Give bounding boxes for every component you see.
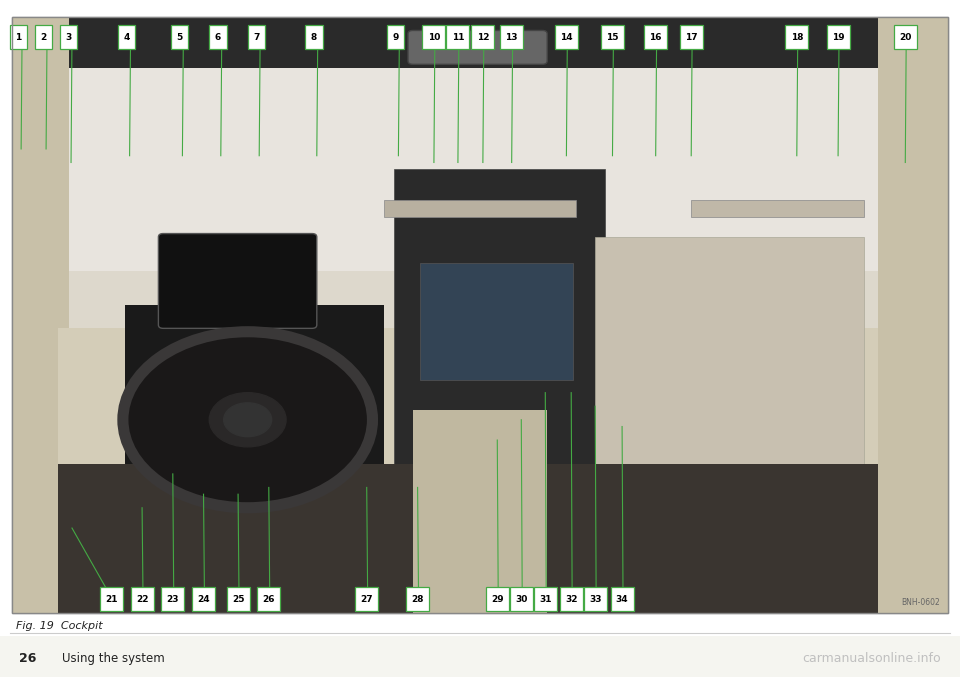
FancyBboxPatch shape (560, 587, 583, 611)
FancyBboxPatch shape (10, 25, 27, 49)
FancyBboxPatch shape (58, 328, 878, 613)
FancyBboxPatch shape (171, 25, 188, 49)
Text: 19: 19 (831, 32, 845, 42)
Text: 7: 7 (253, 32, 259, 42)
Text: 31: 31 (539, 594, 552, 604)
FancyBboxPatch shape (387, 25, 404, 49)
Text: 30: 30 (516, 594, 527, 604)
FancyBboxPatch shape (406, 587, 429, 611)
FancyBboxPatch shape (611, 587, 634, 611)
FancyBboxPatch shape (500, 25, 523, 49)
FancyBboxPatch shape (0, 0, 960, 636)
Text: 3: 3 (65, 32, 71, 42)
FancyBboxPatch shape (158, 234, 317, 328)
Text: 32: 32 (564, 594, 578, 604)
Text: carmanualsonline.info: carmanualsonline.info (803, 651, 941, 665)
FancyBboxPatch shape (12, 17, 948, 613)
FancyBboxPatch shape (471, 25, 494, 49)
Text: 24: 24 (197, 594, 210, 604)
Text: 4: 4 (124, 32, 130, 42)
FancyBboxPatch shape (446, 25, 469, 49)
FancyBboxPatch shape (894, 25, 917, 49)
Text: 23: 23 (166, 594, 180, 604)
Circle shape (209, 393, 286, 447)
FancyBboxPatch shape (644, 25, 667, 49)
FancyBboxPatch shape (413, 410, 547, 613)
FancyBboxPatch shape (305, 25, 323, 49)
Text: 6: 6 (215, 32, 221, 42)
FancyBboxPatch shape (58, 464, 878, 613)
FancyBboxPatch shape (555, 25, 578, 49)
FancyBboxPatch shape (422, 25, 445, 49)
FancyBboxPatch shape (584, 587, 607, 611)
Text: 18: 18 (790, 32, 804, 42)
Text: 14: 14 (560, 32, 573, 42)
Text: 25: 25 (231, 594, 245, 604)
FancyBboxPatch shape (12, 17, 948, 68)
Text: 34: 34 (615, 594, 629, 604)
FancyBboxPatch shape (12, 17, 948, 271)
FancyBboxPatch shape (209, 25, 227, 49)
Text: 21: 21 (105, 594, 118, 604)
Text: Fig. 19  Cockpit: Fig. 19 Cockpit (16, 621, 103, 631)
FancyBboxPatch shape (60, 25, 77, 49)
FancyBboxPatch shape (408, 30, 547, 64)
FancyBboxPatch shape (227, 587, 250, 611)
Text: 8: 8 (311, 32, 317, 42)
FancyBboxPatch shape (384, 200, 576, 217)
FancyBboxPatch shape (394, 169, 605, 474)
Text: 33: 33 (588, 594, 602, 604)
Text: 5: 5 (177, 32, 182, 42)
FancyBboxPatch shape (827, 25, 850, 49)
Text: 15: 15 (606, 32, 619, 42)
FancyBboxPatch shape (100, 587, 123, 611)
Text: 16: 16 (649, 32, 662, 42)
FancyBboxPatch shape (785, 25, 808, 49)
Text: 28: 28 (411, 594, 424, 604)
FancyBboxPatch shape (248, 25, 265, 49)
FancyBboxPatch shape (192, 587, 215, 611)
Text: BNH-0602: BNH-0602 (901, 598, 940, 607)
FancyBboxPatch shape (355, 587, 378, 611)
Text: 26: 26 (19, 651, 36, 665)
FancyBboxPatch shape (257, 587, 280, 611)
FancyBboxPatch shape (161, 587, 184, 611)
Circle shape (123, 332, 372, 508)
FancyBboxPatch shape (35, 25, 52, 49)
Text: 27: 27 (360, 594, 373, 604)
Circle shape (224, 403, 272, 437)
FancyBboxPatch shape (510, 587, 533, 611)
Text: 20: 20 (900, 32, 911, 42)
Polygon shape (125, 305, 384, 613)
FancyBboxPatch shape (601, 25, 624, 49)
Text: 9: 9 (393, 32, 398, 42)
Text: 13: 13 (505, 32, 518, 42)
FancyBboxPatch shape (486, 587, 509, 611)
FancyBboxPatch shape (691, 200, 864, 217)
Text: 1: 1 (15, 32, 21, 42)
Text: 22: 22 (135, 594, 149, 604)
Text: 2: 2 (40, 32, 46, 42)
Text: 29: 29 (491, 594, 504, 604)
FancyBboxPatch shape (12, 17, 69, 613)
FancyBboxPatch shape (420, 263, 573, 380)
FancyBboxPatch shape (534, 587, 557, 611)
FancyBboxPatch shape (118, 25, 135, 49)
Text: 12: 12 (476, 32, 490, 42)
Text: 11: 11 (451, 32, 465, 42)
FancyBboxPatch shape (131, 587, 154, 611)
Text: 17: 17 (684, 32, 698, 42)
Text: 10: 10 (428, 32, 440, 42)
Text: Using the system: Using the system (62, 651, 165, 665)
FancyBboxPatch shape (878, 17, 948, 613)
Text: 26: 26 (262, 594, 276, 604)
FancyBboxPatch shape (680, 25, 703, 49)
FancyBboxPatch shape (595, 237, 864, 474)
